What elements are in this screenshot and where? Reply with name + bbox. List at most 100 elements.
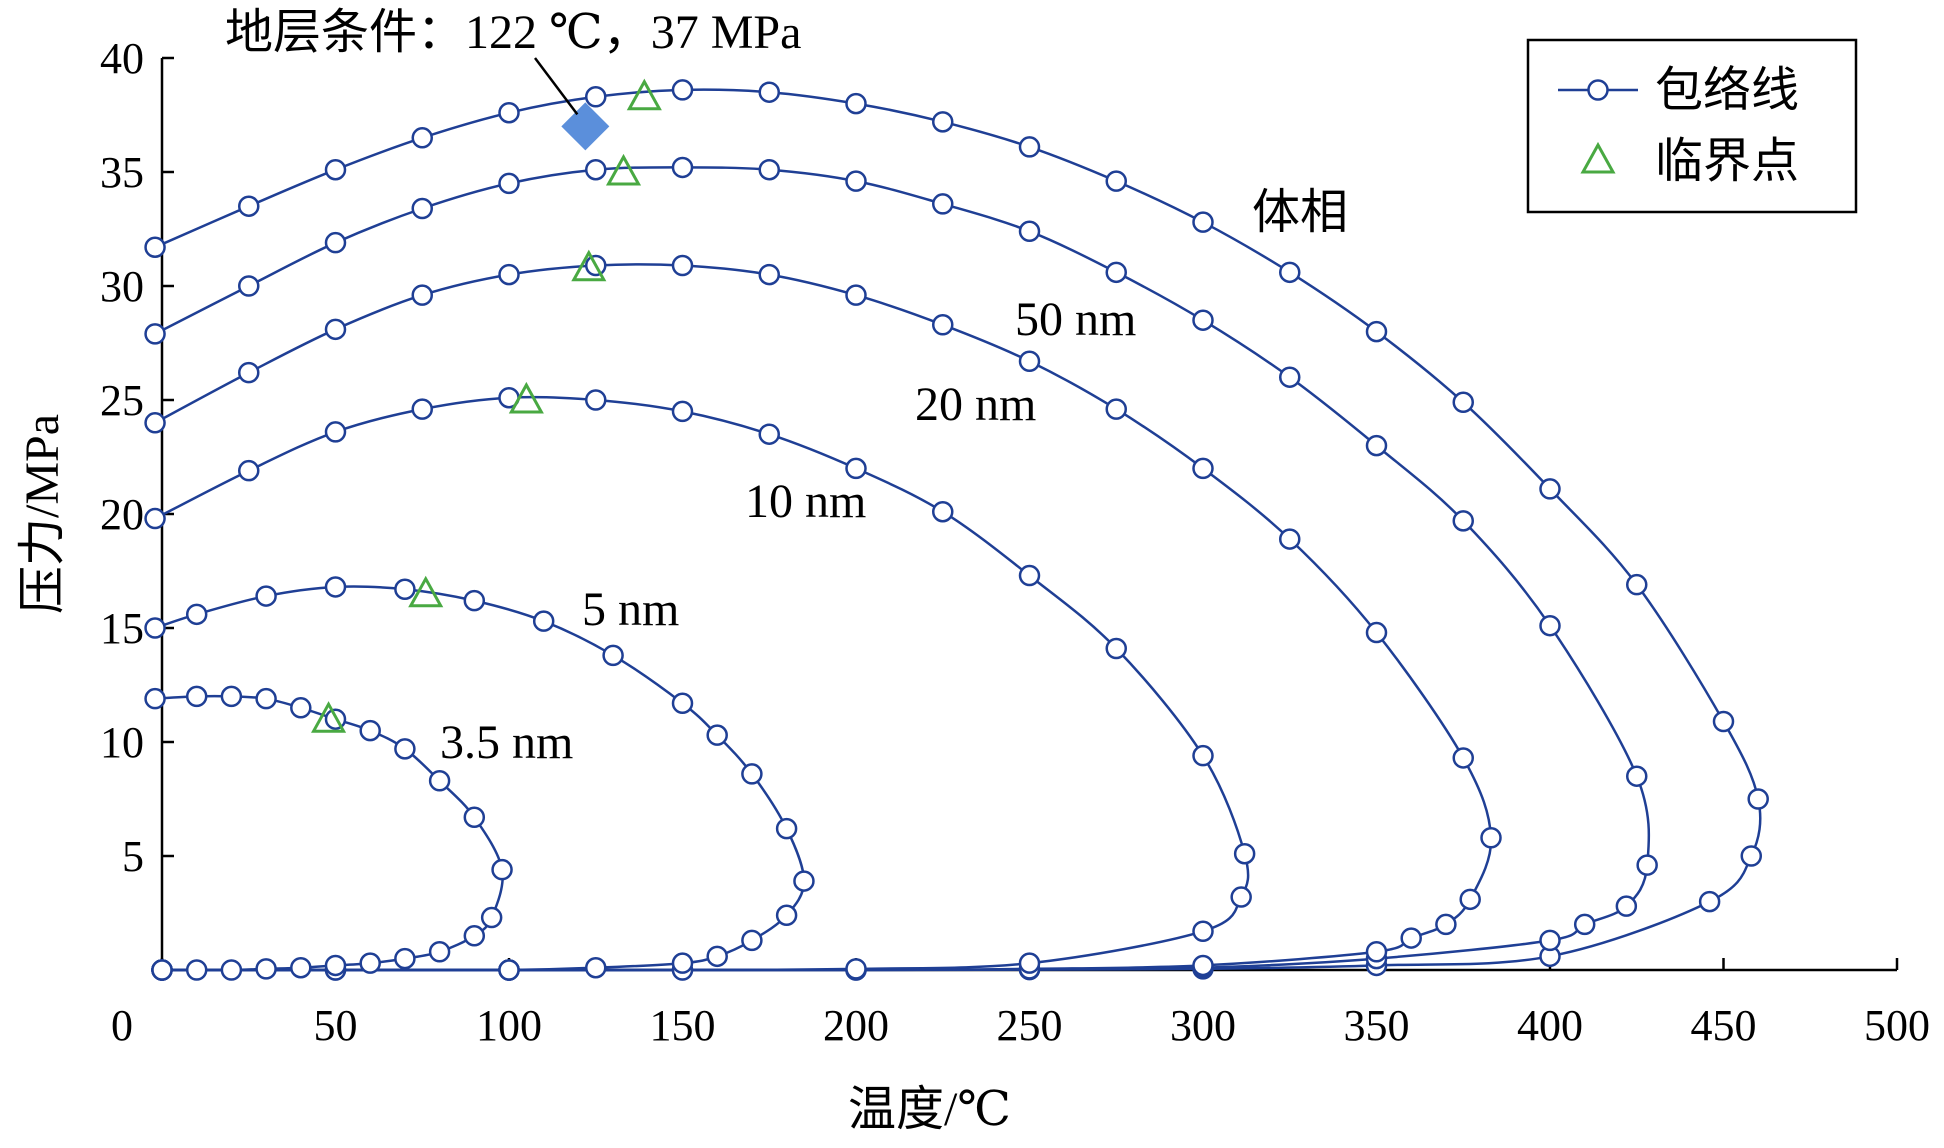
envelope-point: [290, 697, 312, 719]
envelope-point: [1018, 220, 1041, 243]
envelope-point: [411, 398, 433, 420]
envelope-point: [758, 158, 780, 181]
envelope-line-1: [154, 166, 1651, 972]
envelope-point: [932, 500, 954, 523]
envelope-point: [602, 644, 624, 667]
envelope-point: [741, 763, 763, 785]
envelope-point: [758, 263, 780, 286]
envelope-point: [1452, 391, 1474, 414]
envelope-point: [1192, 744, 1214, 767]
envelope-point: [1279, 261, 1301, 284]
envelope-point: [1105, 261, 1127, 284]
envelope-point: [932, 193, 954, 215]
envelope-point: [428, 770, 451, 792]
y-tick-label: 35: [100, 148, 144, 197]
envelope-point: [1539, 478, 1561, 500]
y-tick-label: 5: [122, 832, 144, 881]
envelope-point: [463, 806, 486, 828]
envelope-point: [185, 685, 208, 708]
envelope-point: [1192, 920, 1214, 942]
envelope-point: [1018, 952, 1041, 974]
envelope-line-0: [154, 88, 1762, 972]
envelope-line-2: [154, 263, 1493, 972]
y-axis-label: 压力/MPa: [16, 414, 69, 614]
envelope-point: [238, 195, 260, 217]
envelope-point: [1018, 350, 1041, 372]
envelope-point: [144, 412, 166, 434]
envelope-point: [220, 685, 243, 708]
x-tick-label: 100: [476, 1001, 542, 1050]
envelope-point: [359, 952, 381, 974]
envelope-point: [1452, 510, 1474, 532]
envelope-point: [144, 323, 166, 345]
envelope-point: [775, 904, 798, 927]
envelope-point: [185, 959, 208, 981]
envelope-point: [671, 400, 694, 423]
x-tick-label: 250: [997, 1001, 1063, 1050]
x-tick-label: 400: [1517, 1001, 1583, 1050]
envelope-point: [1539, 614, 1561, 637]
x-tick-label: 0: [111, 1001, 133, 1050]
x-tick-label: 150: [650, 1001, 716, 1050]
envelope-point: [1365, 320, 1388, 343]
envelope-point: [532, 610, 555, 632]
labels: 地层条件：122 ℃，37 MPa 体相 50 nm 20 nm 10 nm 5 nm 3.…: [225, 6, 1348, 769]
envelope-point: [671, 692, 694, 714]
envelope-point: [1105, 170, 1127, 192]
envelope-point: [1435, 913, 1457, 936]
envelope-point: [1698, 890, 1721, 913]
envelope-line-4: [154, 585, 806, 972]
envelope-point: [1192, 211, 1214, 233]
envelope-point: [932, 111, 954, 133]
envelope-point: [1573, 913, 1596, 936]
envelope-point: [411, 197, 433, 220]
envelope-point: [758, 423, 780, 445]
envelope-point: [1365, 941, 1388, 963]
critical-point: [571, 249, 607, 282]
envelope-point: [1192, 954, 1214, 977]
curve-label: 20 nm: [915, 378, 1036, 431]
envelope-point: [324, 954, 347, 977]
envelope-point: [1626, 765, 1648, 787]
envelope-point: [238, 275, 260, 297]
condition-leader-line: [534, 57, 579, 116]
envelope-point: [498, 263, 520, 286]
y-tick-label: 10: [100, 718, 144, 767]
envelope-point: [585, 956, 607, 979]
critical-point: [408, 575, 444, 608]
y-tick-label: 20: [100, 490, 144, 539]
x-tick-label: 300: [1170, 1001, 1236, 1050]
envelope-point: [845, 958, 867, 980]
envelope-point: [1018, 564, 1041, 587]
envelope-point: [1192, 309, 1214, 331]
envelope-point: [1712, 710, 1735, 733]
axes: 0 50 100 150 200 250 300 350 400 450 500 5 10 15 20 25 3…: [16, 34, 1930, 1136]
envelope-point: [1279, 366, 1301, 388]
critical-point: [605, 153, 642, 186]
envelope-point: [290, 956, 312, 979]
envelope-point: [498, 172, 520, 195]
condition-label: 地层条件：122 ℃，37 MPa: [225, 6, 801, 59]
curve-label: 体相: [1252, 186, 1348, 239]
markers: [144, 78, 1769, 981]
envelope-point: [1747, 788, 1769, 810]
envelope-point: [706, 945, 728, 968]
envelope-point: [585, 86, 607, 108]
envelope-point: [324, 421, 347, 443]
envelope-point: [1452, 747, 1474, 769]
critical-point: [626, 78, 662, 111]
y-tick-label: 15: [100, 604, 144, 653]
x-tick-label: 450: [1691, 1001, 1757, 1050]
envelope-point: [324, 158, 347, 181]
envelope-point: [151, 959, 173, 981]
curves: [154, 88, 1762, 972]
curve-label: 5 nm: [582, 583, 679, 636]
y-tick-label: 40: [100, 34, 144, 83]
envelope-point: [463, 589, 486, 612]
envelope-point: [1365, 434, 1388, 457]
envelope-point: [1192, 457, 1214, 480]
envelope-point: [793, 870, 815, 892]
envelope-point: [1230, 886, 1252, 908]
